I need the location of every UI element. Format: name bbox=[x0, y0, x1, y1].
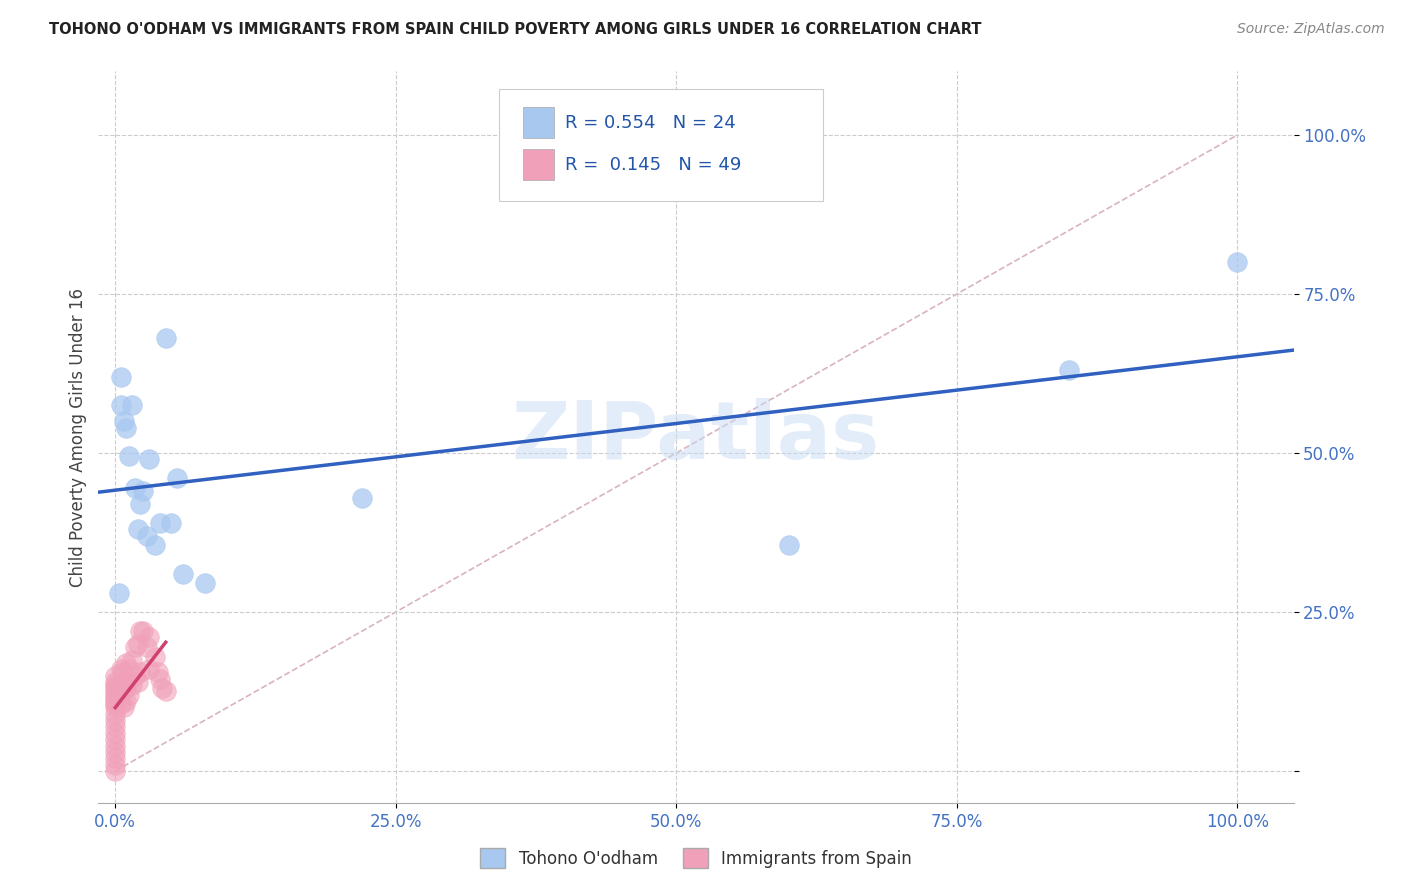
Point bbox=[104, 688, 127, 702]
Point bbox=[112, 681, 135, 696]
Point bbox=[104, 678, 127, 692]
Point bbox=[115, 420, 138, 434]
Text: R = 0.554   N = 24: R = 0.554 N = 24 bbox=[565, 113, 735, 132]
Point bbox=[112, 665, 135, 680]
Point bbox=[129, 624, 152, 638]
Point bbox=[155, 331, 177, 345]
Point bbox=[104, 668, 127, 682]
Point bbox=[118, 688, 141, 702]
Point bbox=[149, 516, 172, 530]
Point bbox=[124, 481, 146, 495]
Point bbox=[104, 684, 127, 698]
Text: Source: ZipAtlas.com: Source: ZipAtlas.com bbox=[1237, 22, 1385, 37]
Point bbox=[104, 739, 127, 753]
Point bbox=[118, 662, 141, 676]
Point bbox=[115, 694, 138, 708]
Point bbox=[129, 665, 152, 680]
Point bbox=[112, 675, 135, 690]
Point bbox=[115, 656, 138, 670]
Point bbox=[104, 726, 127, 740]
Point bbox=[155, 684, 177, 698]
Point bbox=[138, 631, 160, 645]
Legend: Tohono O'odham, Immigrants from Spain: Tohono O'odham, Immigrants from Spain bbox=[474, 841, 918, 875]
Point bbox=[160, 516, 183, 530]
Point bbox=[146, 665, 169, 680]
Point bbox=[104, 681, 127, 696]
Y-axis label: Child Poverty Among Girls Under 16: Child Poverty Among Girls Under 16 bbox=[69, 287, 87, 587]
Point bbox=[135, 640, 157, 654]
Point bbox=[132, 624, 155, 638]
Point bbox=[110, 662, 132, 676]
Point bbox=[143, 538, 166, 552]
Point bbox=[104, 757, 127, 772]
Text: TOHONO O'ODHAM VS IMMIGRANTS FROM SPAIN CHILD POVERTY AMONG GIRLS UNDER 16 CORRE: TOHONO O'ODHAM VS IMMIGRANTS FROM SPAIN … bbox=[49, 22, 981, 37]
Point bbox=[150, 681, 173, 696]
Point bbox=[135, 529, 157, 543]
Point bbox=[172, 566, 194, 581]
Point bbox=[104, 751, 127, 765]
Point bbox=[149, 672, 172, 686]
Point bbox=[104, 706, 127, 721]
Point bbox=[112, 414, 135, 428]
Point bbox=[110, 697, 132, 711]
Point bbox=[107, 586, 129, 600]
Point bbox=[138, 662, 160, 676]
Text: ZIPatlas: ZIPatlas bbox=[512, 398, 880, 476]
Point bbox=[104, 719, 127, 733]
Text: R =  0.145   N = 49: R = 0.145 N = 49 bbox=[565, 155, 741, 174]
Point bbox=[194, 576, 217, 591]
Point bbox=[104, 745, 127, 759]
Point bbox=[138, 452, 160, 467]
Point bbox=[124, 640, 146, 654]
Point bbox=[115, 681, 138, 696]
Point bbox=[110, 688, 132, 702]
Point bbox=[121, 398, 143, 412]
Point bbox=[110, 369, 132, 384]
Point bbox=[166, 471, 188, 485]
Point bbox=[127, 522, 149, 536]
Point bbox=[112, 700, 135, 714]
Point bbox=[110, 398, 132, 412]
Point bbox=[118, 449, 141, 463]
Point bbox=[121, 653, 143, 667]
Point bbox=[104, 732, 127, 747]
Point bbox=[104, 675, 127, 690]
Point bbox=[352, 491, 374, 505]
Point bbox=[121, 678, 143, 692]
Point bbox=[143, 649, 166, 664]
Point bbox=[124, 668, 146, 682]
Point bbox=[104, 690, 127, 705]
Point bbox=[129, 497, 152, 511]
Point bbox=[132, 484, 155, 499]
Point bbox=[104, 700, 127, 714]
Point bbox=[1057, 363, 1080, 377]
Point bbox=[104, 764, 127, 778]
Point bbox=[127, 637, 149, 651]
Point bbox=[778, 538, 800, 552]
Point bbox=[104, 713, 127, 727]
Point bbox=[1226, 255, 1249, 269]
Point bbox=[127, 675, 149, 690]
Point bbox=[104, 697, 127, 711]
Point bbox=[104, 694, 127, 708]
